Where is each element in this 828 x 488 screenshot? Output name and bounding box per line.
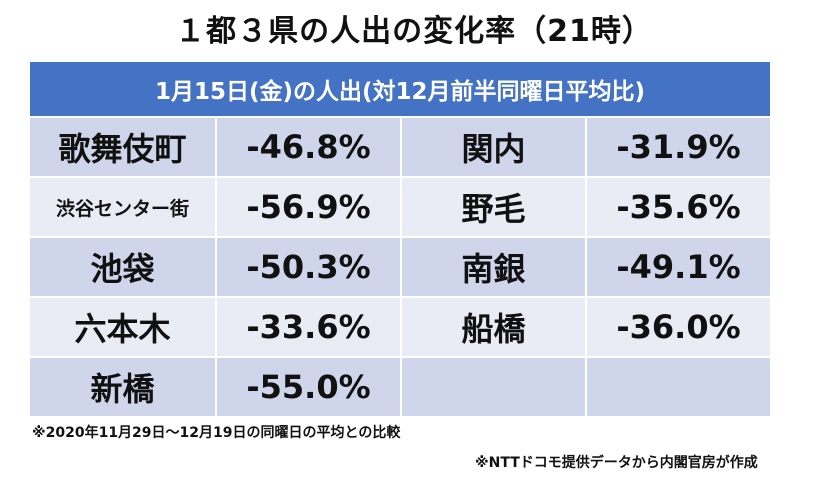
place-name: 新橋 <box>30 358 215 416</box>
place-name: 池袋 <box>30 238 215 296</box>
population-change-table: 1月15日(金)の人出(対12月前半同曜日平均比) 歌舞伎町 -46.8% 関内… <box>30 62 770 416</box>
change-rate: -56.9% <box>217 178 400 236</box>
place-name: 野毛 <box>402 178 585 236</box>
table-row: 渋谷センター街 -56.9% 野毛 -35.6% <box>30 178 770 236</box>
table-row: 池袋 -50.3% 南銀 -49.1% <box>30 238 770 296</box>
place-name: 歌舞伎町 <box>30 118 215 176</box>
table-row: 新橋 -55.0% <box>30 358 770 416</box>
empty-cell <box>402 358 585 416</box>
place-name: 関内 <box>402 118 585 176</box>
change-rate: -35.6% <box>587 178 770 236</box>
place-name: 船橋 <box>402 298 585 356</box>
source-footnote: ※NTTドコモ提供データから内閣官房が作成 <box>475 455 758 471</box>
change-rate: -55.0% <box>217 358 400 416</box>
empty-cell <box>587 358 770 416</box>
change-rate: -50.3% <box>217 238 400 296</box>
page-title: １都３県の人出の変化率（21時） <box>175 14 653 49</box>
table-header: 1月15日(金)の人出(対12月前半同曜日平均比) <box>30 62 770 116</box>
place-name: 六本木 <box>30 298 215 356</box>
place-name: 南銀 <box>402 238 585 296</box>
place-name: 渋谷センター街 <box>30 178 215 236</box>
change-rate: -49.1% <box>587 238 770 296</box>
change-rate: -31.9% <box>587 118 770 176</box>
change-rate: -36.0% <box>587 298 770 356</box>
change-rate: -33.6% <box>217 298 400 356</box>
table-row: 歌舞伎町 -46.8% 関内 -31.9% <box>30 118 770 176</box>
change-rate: -46.8% <box>217 118 400 176</box>
comparison-footnote: ※2020年11月29日～12月19日の同曜日の平均との比較 <box>32 425 401 441</box>
table-row: 六本木 -33.6% 船橋 -36.0% <box>30 298 770 356</box>
